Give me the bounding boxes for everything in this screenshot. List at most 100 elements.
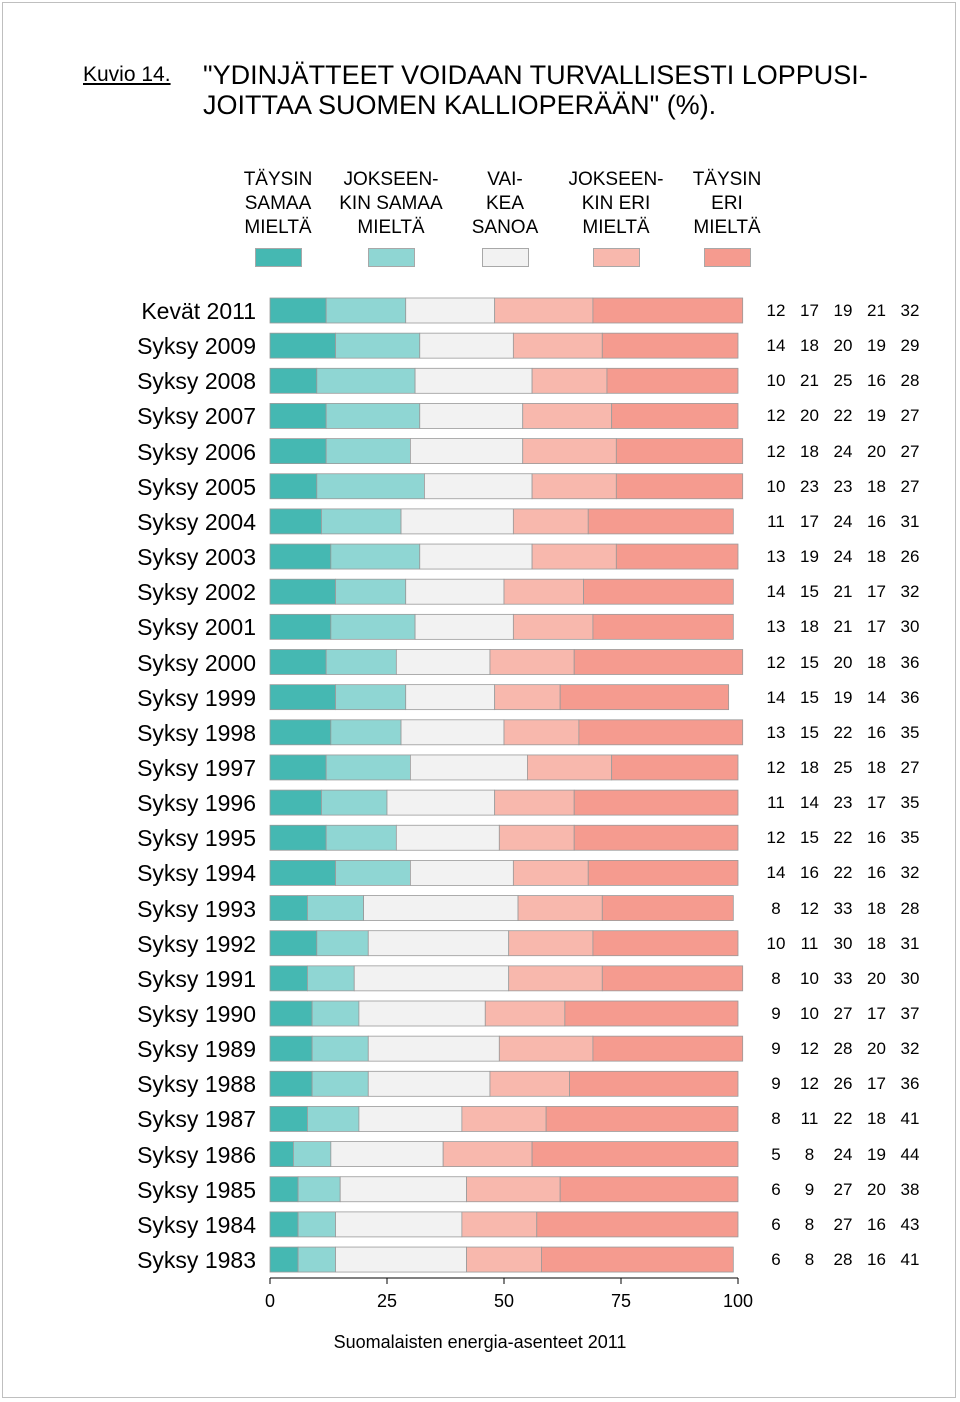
row-value-labels: 5 8 24 19 44 — [762, 1141, 924, 1169]
row-value-labels: 10 11 30 18 31 — [762, 930, 924, 958]
data-label: 8 — [804, 1214, 815, 1234]
bar-segment — [269, 1000, 313, 1027]
data-label: 9 — [771, 1039, 781, 1059]
bar-segment — [269, 1176, 299, 1203]
bar-segment — [269, 649, 327, 675]
bar-segment — [311, 1070, 369, 1097]
data-label: 32 — [900, 863, 920, 883]
data-label: 21 — [833, 582, 853, 602]
bar-segment — [269, 789, 322, 816]
category-label: Syksy 1998 — [137, 719, 256, 746]
bar-segment — [512, 332, 603, 359]
data-label: 11 — [800, 1109, 819, 1129]
data-label: 12 — [800, 1039, 819, 1059]
data-label: 9 — [804, 1179, 815, 1199]
category-label: Syksy 1983 — [137, 1247, 256, 1274]
row-value-labels: 13 18 21 17 30 — [762, 613, 924, 641]
row-value-labels: 14 16 22 16 32 — [762, 859, 924, 887]
bar-segment — [489, 649, 575, 675]
row-value-labels: 14 18 20 19 29 — [762, 332, 924, 360]
data-label: 15 — [800, 652, 819, 672]
bar-segment — [466, 1176, 561, 1203]
row-value-labels: 9 12 26 17 36 — [762, 1070, 924, 1098]
bar-segment — [297, 1176, 341, 1203]
bar-segment — [573, 649, 744, 675]
bar-segment — [414, 613, 514, 640]
data-label: 12 — [766, 757, 786, 777]
data-label: 43 — [900, 1214, 920, 1234]
bar-segment — [395, 824, 500, 851]
data-label: 20 — [867, 1179, 886, 1199]
bar-segment — [367, 1070, 491, 1097]
bar-segment — [564, 1000, 739, 1027]
data-label: 36 — [900, 652, 920, 672]
bar-segment — [522, 438, 617, 465]
bar-segment — [330, 719, 402, 746]
bar-segment — [363, 895, 519, 921]
bar-segment — [541, 1246, 734, 1273]
chart-title: "YDINJÄTTEET VOIDAAN TURVALLISESTI LOPPU… — [203, 60, 868, 120]
data-label: 20 — [867, 1039, 886, 1059]
data-label: 20 — [867, 441, 886, 461]
bar-segment — [615, 473, 744, 500]
data-label: 19 — [833, 301, 853, 320]
bar-segment — [405, 578, 505, 605]
data-label: 22 — [833, 722, 853, 742]
bar-segment — [269, 473, 318, 500]
data-label: 17 — [867, 1074, 886, 1094]
bar-segment — [292, 1141, 332, 1167]
data-label: 22 — [833, 828, 853, 848]
bar-segment — [358, 1000, 486, 1027]
legend-swatch — [704, 248, 751, 267]
bar-segment — [269, 578, 336, 605]
data-label: 27 — [833, 1004, 853, 1023]
bar-segment — [335, 332, 421, 359]
bar-segment — [601, 965, 744, 992]
category-label: Syksy 2008 — [137, 368, 256, 395]
x-tick-label: 75 — [610, 1291, 632, 1311]
category-label: Syksy 2003 — [137, 544, 256, 571]
data-label: 23 — [800, 476, 819, 496]
bar-segment — [307, 895, 365, 921]
bar-segment — [269, 1211, 299, 1238]
data-label: 18 — [867, 652, 886, 672]
bar-segment — [508, 930, 594, 957]
bar-segment — [531, 367, 608, 394]
data-label: 16 — [867, 828, 886, 848]
data-label: 28 — [900, 371, 920, 391]
bar-segment — [498, 1035, 594, 1062]
bar-segment — [592, 613, 734, 640]
data-label: 8 — [771, 1109, 781, 1129]
data-label: 9 — [771, 1074, 781, 1094]
data-label: 25 — [833, 371, 853, 391]
bar-segment — [367, 930, 510, 957]
data-label: 14 — [766, 336, 786, 356]
bar-segment — [466, 1246, 542, 1273]
bar-segment — [508, 965, 603, 992]
bar-segment — [325, 297, 407, 324]
category-label: Syksy 2006 — [137, 438, 256, 465]
x-tick-label: 25 — [376, 1291, 398, 1311]
bar-segment — [325, 824, 397, 851]
category-label: Syksy 1997 — [137, 754, 256, 781]
data-label: 11 — [800, 933, 819, 953]
data-label: 15 — [800, 582, 819, 602]
data-label: 11 — [767, 511, 785, 531]
legend-swatch — [368, 248, 415, 267]
bar-segment — [330, 613, 416, 640]
bar-segment — [269, 754, 327, 781]
bar-segment — [587, 508, 734, 535]
row-value-labels: 6 8 27 16 43 — [762, 1211, 924, 1239]
data-label: 25 — [833, 757, 853, 777]
bar-segment — [503, 719, 580, 746]
legend-label: TÄYSIN SAMAA MIELTÄ — [243, 169, 313, 238]
bar-segment — [269, 297, 327, 324]
bar-segment — [494, 789, 575, 816]
data-label: 19 — [800, 547, 819, 567]
bar-segment — [311, 1035, 369, 1062]
bar-segment — [269, 1070, 313, 1097]
data-label: 20 — [833, 336, 853, 356]
data-label: 14 — [766, 582, 786, 602]
row-value-labels: 12 17 19 21 32 — [762, 297, 924, 325]
bar-segment — [269, 332, 336, 359]
